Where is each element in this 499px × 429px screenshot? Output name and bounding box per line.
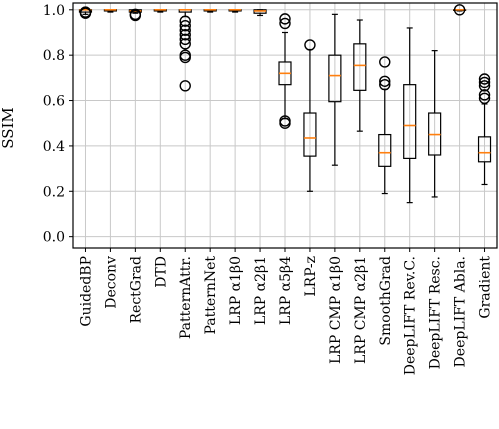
box-lrp-cmp-1-0 xyxy=(328,13,342,166)
axis-layer: 0.0 0.2 0.4 0.6 0.8 1.0 GuidedBP Deconv RectGrad… xyxy=(43,3,494,375)
x-tick-label: LRP CMP α1β0 xyxy=(328,256,344,364)
box-deeplift-resc- xyxy=(428,50,442,198)
iqr-box xyxy=(378,133,392,167)
y-tick-label: 1.0 xyxy=(43,3,65,19)
box-layer xyxy=(78,4,492,204)
outlier-point xyxy=(179,80,191,92)
outlier-point xyxy=(179,51,191,64)
x-tick-label: RectGrad xyxy=(128,256,144,324)
box-lrp-cmp-2-1 xyxy=(353,19,367,132)
y-tick-label: 0.8 xyxy=(43,48,65,64)
outlier-point xyxy=(478,76,491,89)
y-tick-label: 0.6 xyxy=(43,94,65,110)
x-tick-label: PatternAttr. xyxy=(178,256,194,339)
x-tick-label: LRP CMP α2β1 xyxy=(353,256,369,364)
y-tick-label: 0.4 xyxy=(43,139,65,155)
iqr-box xyxy=(353,43,367,91)
outlier-point xyxy=(279,17,291,30)
x-tick-label: LRP-z xyxy=(303,256,319,297)
box-patternattr- xyxy=(178,9,192,92)
box-rectgrad xyxy=(128,8,142,22)
outlier-point xyxy=(478,80,491,92)
outlier-point xyxy=(304,39,316,51)
y-tick-label: 0.0 xyxy=(43,230,65,246)
box-smoothgrad xyxy=(378,56,392,195)
box-lrp-z xyxy=(303,39,317,192)
x-tick-label: DTD xyxy=(153,256,169,288)
outlier-point xyxy=(179,38,191,50)
x-tick-label: SmoothGrad xyxy=(378,256,394,346)
box-patternnet xyxy=(203,9,217,13)
outlier-point xyxy=(179,19,191,32)
outlier-point xyxy=(179,33,191,45)
outlier-point xyxy=(478,92,491,104)
y-tick-label: 0.2 xyxy=(43,184,65,200)
box-dtd xyxy=(153,9,167,13)
box-gradient xyxy=(477,73,492,186)
outlier-point xyxy=(279,117,291,129)
outlier-point xyxy=(279,13,291,25)
x-tick-label: PatternNet xyxy=(203,256,219,335)
box-deconv xyxy=(103,9,117,13)
iqr-box xyxy=(477,136,492,163)
x-tick-label: LRP α1β0 xyxy=(228,256,244,325)
outlier-point xyxy=(79,6,92,18)
outlier-point xyxy=(379,78,391,91)
outlier-point xyxy=(179,15,191,27)
outlier-point xyxy=(179,24,191,36)
x-tick-label: Gradient xyxy=(478,256,494,319)
box-lrp-1-0 xyxy=(228,9,242,13)
outlier-point xyxy=(379,56,391,68)
outlier-point xyxy=(478,89,491,101)
iqr-box xyxy=(328,54,342,103)
y-axis-label: SSIM xyxy=(0,107,17,149)
x-tick-label: GuidedBP xyxy=(78,256,94,327)
outlier-point xyxy=(379,75,391,87)
outlier-point xyxy=(453,4,466,16)
box-guidedbp xyxy=(78,6,93,19)
box-lrp-5-4 xyxy=(278,13,292,129)
iqr-box xyxy=(403,84,417,159)
x-tick-label: DeepLIFT Rev.C. xyxy=(403,256,419,375)
box-deeplift-abla- xyxy=(453,4,467,16)
outlier-point xyxy=(179,29,191,41)
box-lrp-2-1 xyxy=(253,9,267,17)
iqr-box xyxy=(303,112,317,157)
box-deeplift-rev-c- xyxy=(403,27,417,204)
x-tick-label: LRP α2β1 xyxy=(253,256,269,325)
outlier-point xyxy=(478,73,491,85)
x-tick-label: Deconv xyxy=(103,256,119,309)
x-tick-label: DeepLIFT Resc. xyxy=(428,256,444,369)
x-tick-label: LRP α5β4 xyxy=(278,256,294,325)
x-tick-label: DeepLIFT Abla. xyxy=(453,256,469,367)
outlier-point xyxy=(129,8,142,21)
